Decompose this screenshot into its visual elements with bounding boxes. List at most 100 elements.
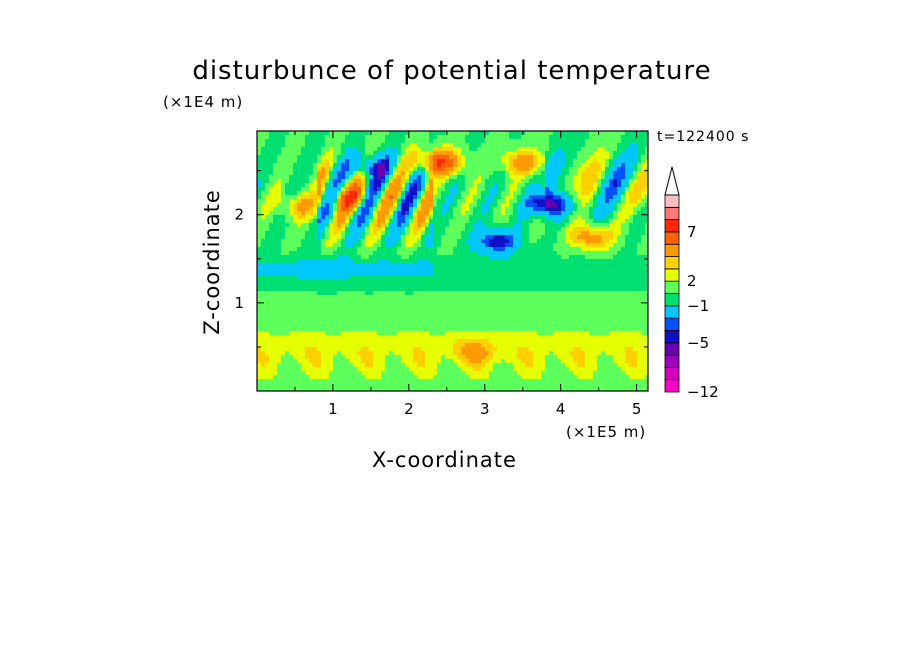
heatmap-cell <box>521 271 526 276</box>
heatmap-cell <box>333 139 338 144</box>
heatmap-cell <box>493 179 498 184</box>
heatmap-cell <box>481 295 486 300</box>
heatmap-cell <box>261 279 266 284</box>
heatmap-cell <box>377 227 382 232</box>
heatmap-cell <box>569 179 574 184</box>
heatmap-cell <box>361 295 366 300</box>
heatmap-cell <box>593 191 598 196</box>
heatmap-cell <box>309 215 314 220</box>
heatmap-cell <box>281 215 286 220</box>
heatmap-cell <box>437 227 442 232</box>
heatmap-cell <box>301 195 306 200</box>
heatmap-cell <box>445 207 450 212</box>
heatmap-cell <box>553 151 558 156</box>
heatmap-cell <box>633 143 638 148</box>
heatmap-cell <box>301 183 306 188</box>
heatmap-cell <box>425 327 430 332</box>
heatmap-cell <box>333 187 338 192</box>
heatmap-cell <box>485 131 490 136</box>
heatmap-cell <box>597 315 602 320</box>
heatmap-cell <box>477 187 482 192</box>
heatmap-cell <box>569 219 574 224</box>
heatmap-cell <box>309 227 314 232</box>
heatmap-cell <box>313 227 318 232</box>
heatmap-cell <box>629 211 634 216</box>
heatmap-cell <box>353 175 358 180</box>
heatmap-cell <box>641 199 646 204</box>
heatmap-cell <box>321 163 326 168</box>
heatmap-cell <box>513 255 518 260</box>
heatmap-cell <box>589 307 594 312</box>
heatmap-cell <box>457 255 462 260</box>
heatmap-cell <box>417 255 422 260</box>
heatmap-cell <box>329 279 334 284</box>
heatmap-cell <box>341 163 346 168</box>
heatmap-cell <box>569 147 574 152</box>
heatmap-cell <box>353 171 358 176</box>
heatmap-cell <box>581 203 586 208</box>
heatmap-cell <box>629 187 634 192</box>
heatmap-cell <box>593 275 598 280</box>
heatmap-cell <box>401 323 406 328</box>
heatmap-cell <box>433 283 438 288</box>
heatmap-cell <box>409 283 414 288</box>
heatmap-cell <box>437 307 442 312</box>
heatmap-cell <box>357 171 362 176</box>
heatmap-cell <box>365 187 370 192</box>
heatmap-cell <box>345 275 350 280</box>
heatmap-cell <box>625 171 630 176</box>
heatmap-cell <box>309 219 314 224</box>
heatmap-cell <box>369 235 374 240</box>
heatmap-cell <box>493 323 498 328</box>
heatmap-cell <box>529 155 534 160</box>
heatmap-cell <box>489 195 494 200</box>
heatmap-cell <box>445 155 450 160</box>
heatmap-cell <box>549 147 554 152</box>
heatmap-cell <box>305 307 310 312</box>
heatmap-cell <box>501 299 506 304</box>
heatmap-cell <box>525 247 530 252</box>
heatmap-cell <box>329 147 334 152</box>
heatmap-cell <box>417 163 422 168</box>
heatmap-cell <box>261 135 266 140</box>
heatmap-cell <box>317 215 322 220</box>
heatmap-cell <box>293 179 298 184</box>
heatmap-cell <box>273 171 278 176</box>
heatmap-cell <box>505 283 510 288</box>
heatmap-cell <box>417 187 422 192</box>
heatmap-cell <box>565 207 570 212</box>
heatmap-cell <box>413 131 418 136</box>
heatmap-cell <box>469 311 474 316</box>
heatmap-cell <box>405 223 410 228</box>
heatmap-cell <box>557 331 562 336</box>
heatmap-cell <box>309 167 314 172</box>
heatmap-cell <box>265 287 270 292</box>
heatmap-cell <box>561 271 566 276</box>
heatmap-cell <box>377 171 382 176</box>
heatmap-cell <box>525 319 530 324</box>
heatmap-cell <box>297 279 302 284</box>
heatmap-cell <box>373 319 378 324</box>
heatmap-cell <box>429 315 434 320</box>
heatmap-cell <box>461 327 466 332</box>
heatmap-cell <box>585 179 590 184</box>
heatmap-cell <box>553 191 558 196</box>
heatmap-cell <box>365 231 370 236</box>
heatmap-cell <box>641 259 646 264</box>
heatmap-cell <box>509 195 514 200</box>
heatmap-cell <box>441 151 446 156</box>
heatmap-cell <box>429 231 434 236</box>
heatmap-cell <box>265 327 270 332</box>
heatmap-cell <box>269 239 274 244</box>
heatmap-cell <box>257 139 262 144</box>
heatmap-cell <box>321 295 326 300</box>
heatmap-cell <box>321 167 326 172</box>
heatmap-cell <box>425 147 430 152</box>
heatmap-cell <box>573 239 578 244</box>
heatmap-cell <box>613 239 618 244</box>
heatmap-cell <box>613 163 618 168</box>
heatmap-cell <box>269 203 274 208</box>
heatmap-cell <box>525 307 530 312</box>
heatmap-cell <box>285 155 290 160</box>
heatmap-cell <box>565 267 570 272</box>
